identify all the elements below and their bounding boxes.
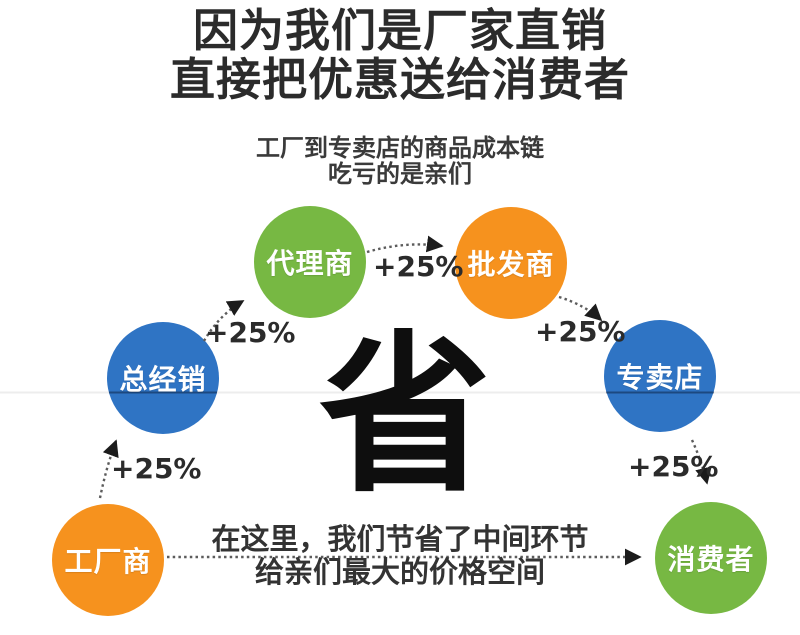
bottom-note: 在这里，我们节省了中间环节 给亲们最大的价格空间 [0, 523, 800, 589]
node-consumer: 消费者 [655, 502, 767, 614]
page-title-line-1: 因为我们是厂家直销 [192, 4, 607, 57]
node-specialty-store: 专卖店 [604, 320, 716, 432]
node-general-distributor-label: 总经销 [119, 363, 207, 396]
node-wholesaler-label: 批发商 [467, 248, 555, 281]
bottom-note-line-1: 在这里，我们节省了中间环节 [211, 522, 589, 556]
node-wholesaler: 批发商 [455, 207, 567, 319]
node-consumer-label: 消费者 [667, 543, 755, 576]
subtitle-line-1: 工厂到专卖店的商品成本链 [256, 134, 544, 162]
markup-label-specialty-to-consumer: +25% [628, 450, 719, 483]
node-factory: 工厂商 [52, 504, 164, 616]
node-factory-label: 工厂商 [64, 545, 152, 578]
page-title-line-2: 直接把优惠送给消费者 [169, 53, 630, 106]
subtitle-line-2: 吃亏的是亲们 [328, 160, 472, 188]
node-general-distributor: 总经销 [107, 322, 219, 434]
markup-label-wholesaler-to-specialty: +25% [535, 315, 626, 348]
node-specialty-store-label: 专卖店 [616, 361, 704, 394]
node-agent: 代理商 [254, 206, 366, 318]
markup-label-agent-to-wholesaler: +25% [373, 250, 464, 283]
bottom-note-line-2: 给亲们最大的价格空间 [254, 555, 545, 589]
markup-label-general-to-agent: +25% [205, 316, 296, 349]
markup-label-factory-to-general: +25% [111, 452, 202, 485]
page-title: 因为我们是厂家直销 直接把优惠送给消费者 [0, 6, 800, 104]
subtitle: 工厂到专卖店的商品成本链 吃亏的是亲们 [0, 135, 800, 187]
save-character: 省 [319, 315, 491, 516]
node-agent-label: 代理商 [266, 247, 354, 280]
